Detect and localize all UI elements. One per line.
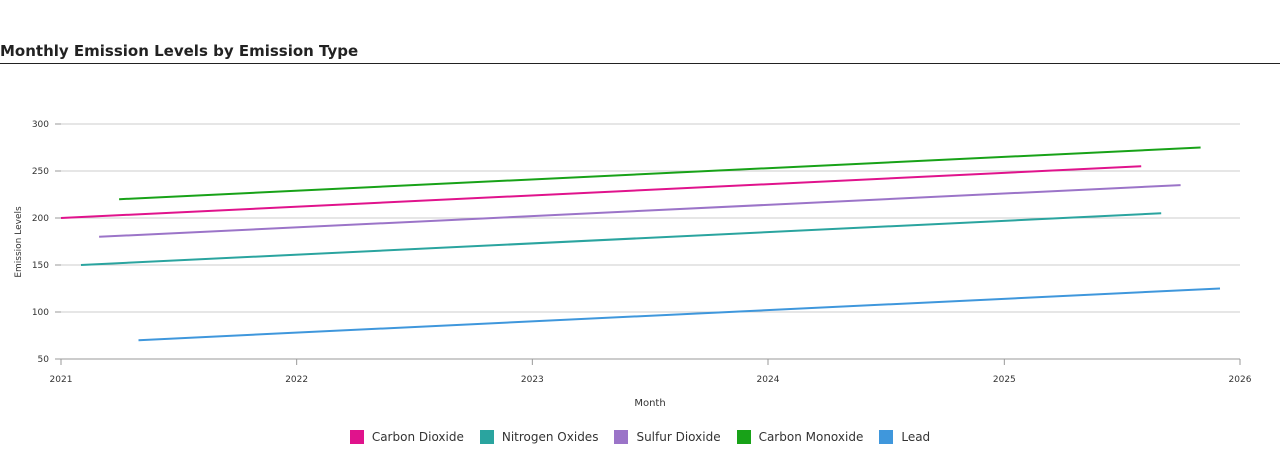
page-title: Monthly Emission Levels by Emission Type: [0, 42, 359, 60]
legend-swatch: [614, 430, 629, 444]
y-gridlines: [61, 123, 1240, 360]
y-tick-label: 300: [32, 120, 49, 130]
y-tick-label: 100: [32, 308, 49, 318]
x-tick-label: 2024: [757, 375, 780, 385]
legend-label: Nitrogen Oxides: [501, 430, 599, 444]
legend-swatch: [349, 430, 364, 444]
x-tick-label: 2023: [521, 375, 544, 385]
series-line-sulfur-dioxide[interactable]: [99, 184, 1181, 238]
x-axis-label: Month: [634, 398, 665, 409]
legend-label: Carbon Dioxide: [371, 430, 464, 444]
legend-label: Sulfur Dioxide: [636, 430, 721, 444]
y-axis-ticks: 50 100 150 200 250 300: [32, 120, 61, 365]
legend-label: Carbon Monoxide: [758, 430, 864, 444]
series-line-lead[interactable]: [138, 287, 1221, 342]
y-tick-label: 250: [32, 167, 49, 177]
series-line-nitrogen-oxides[interactable]: [80, 212, 1162, 266]
legend-swatch: [879, 430, 894, 444]
x-tick-label: 2021: [50, 375, 73, 385]
y-axis-label: Emission Levels: [14, 206, 24, 278]
x-axis-ticks: 2021 2022 2023 2024 2025 2026: [50, 359, 1252, 385]
y-tick-label: 50: [38, 355, 50, 365]
y-tick-label: 200: [32, 214, 49, 224]
legend-swatch: [736, 430, 751, 444]
x-tick-label: 2022: [285, 375, 308, 385]
series-line-carbon-dioxide[interactable]: [60, 165, 1142, 219]
series-lines: [60, 146, 1221, 342]
series-line-carbon-monoxide[interactable]: [119, 146, 1201, 201]
chart-legend: Carbon Dioxide Nitrogen Oxides Sulfur Diox…: [0, 430, 1280, 444]
x-tick-label: 2026: [1229, 375, 1252, 385]
legend-label: Lead: [901, 430, 931, 444]
legend-item-sulfur-dioxide[interactable]: Sulfur Dioxide: [614, 430, 721, 444]
title-divider: [0, 63, 1280, 64]
x-tick-label: 2025: [993, 375, 1016, 385]
legend-item-nitrogen-oxides[interactable]: Nitrogen Oxides: [479, 430, 599, 444]
legend-item-carbon-dioxide[interactable]: Carbon Dioxide: [349, 430, 464, 444]
legend-swatch: [479, 430, 494, 444]
legend-item-carbon-monoxide[interactable]: Carbon Monoxide: [736, 430, 864, 444]
legend-item-lead[interactable]: Lead: [879, 430, 930, 444]
y-tick-label: 150: [32, 261, 49, 271]
